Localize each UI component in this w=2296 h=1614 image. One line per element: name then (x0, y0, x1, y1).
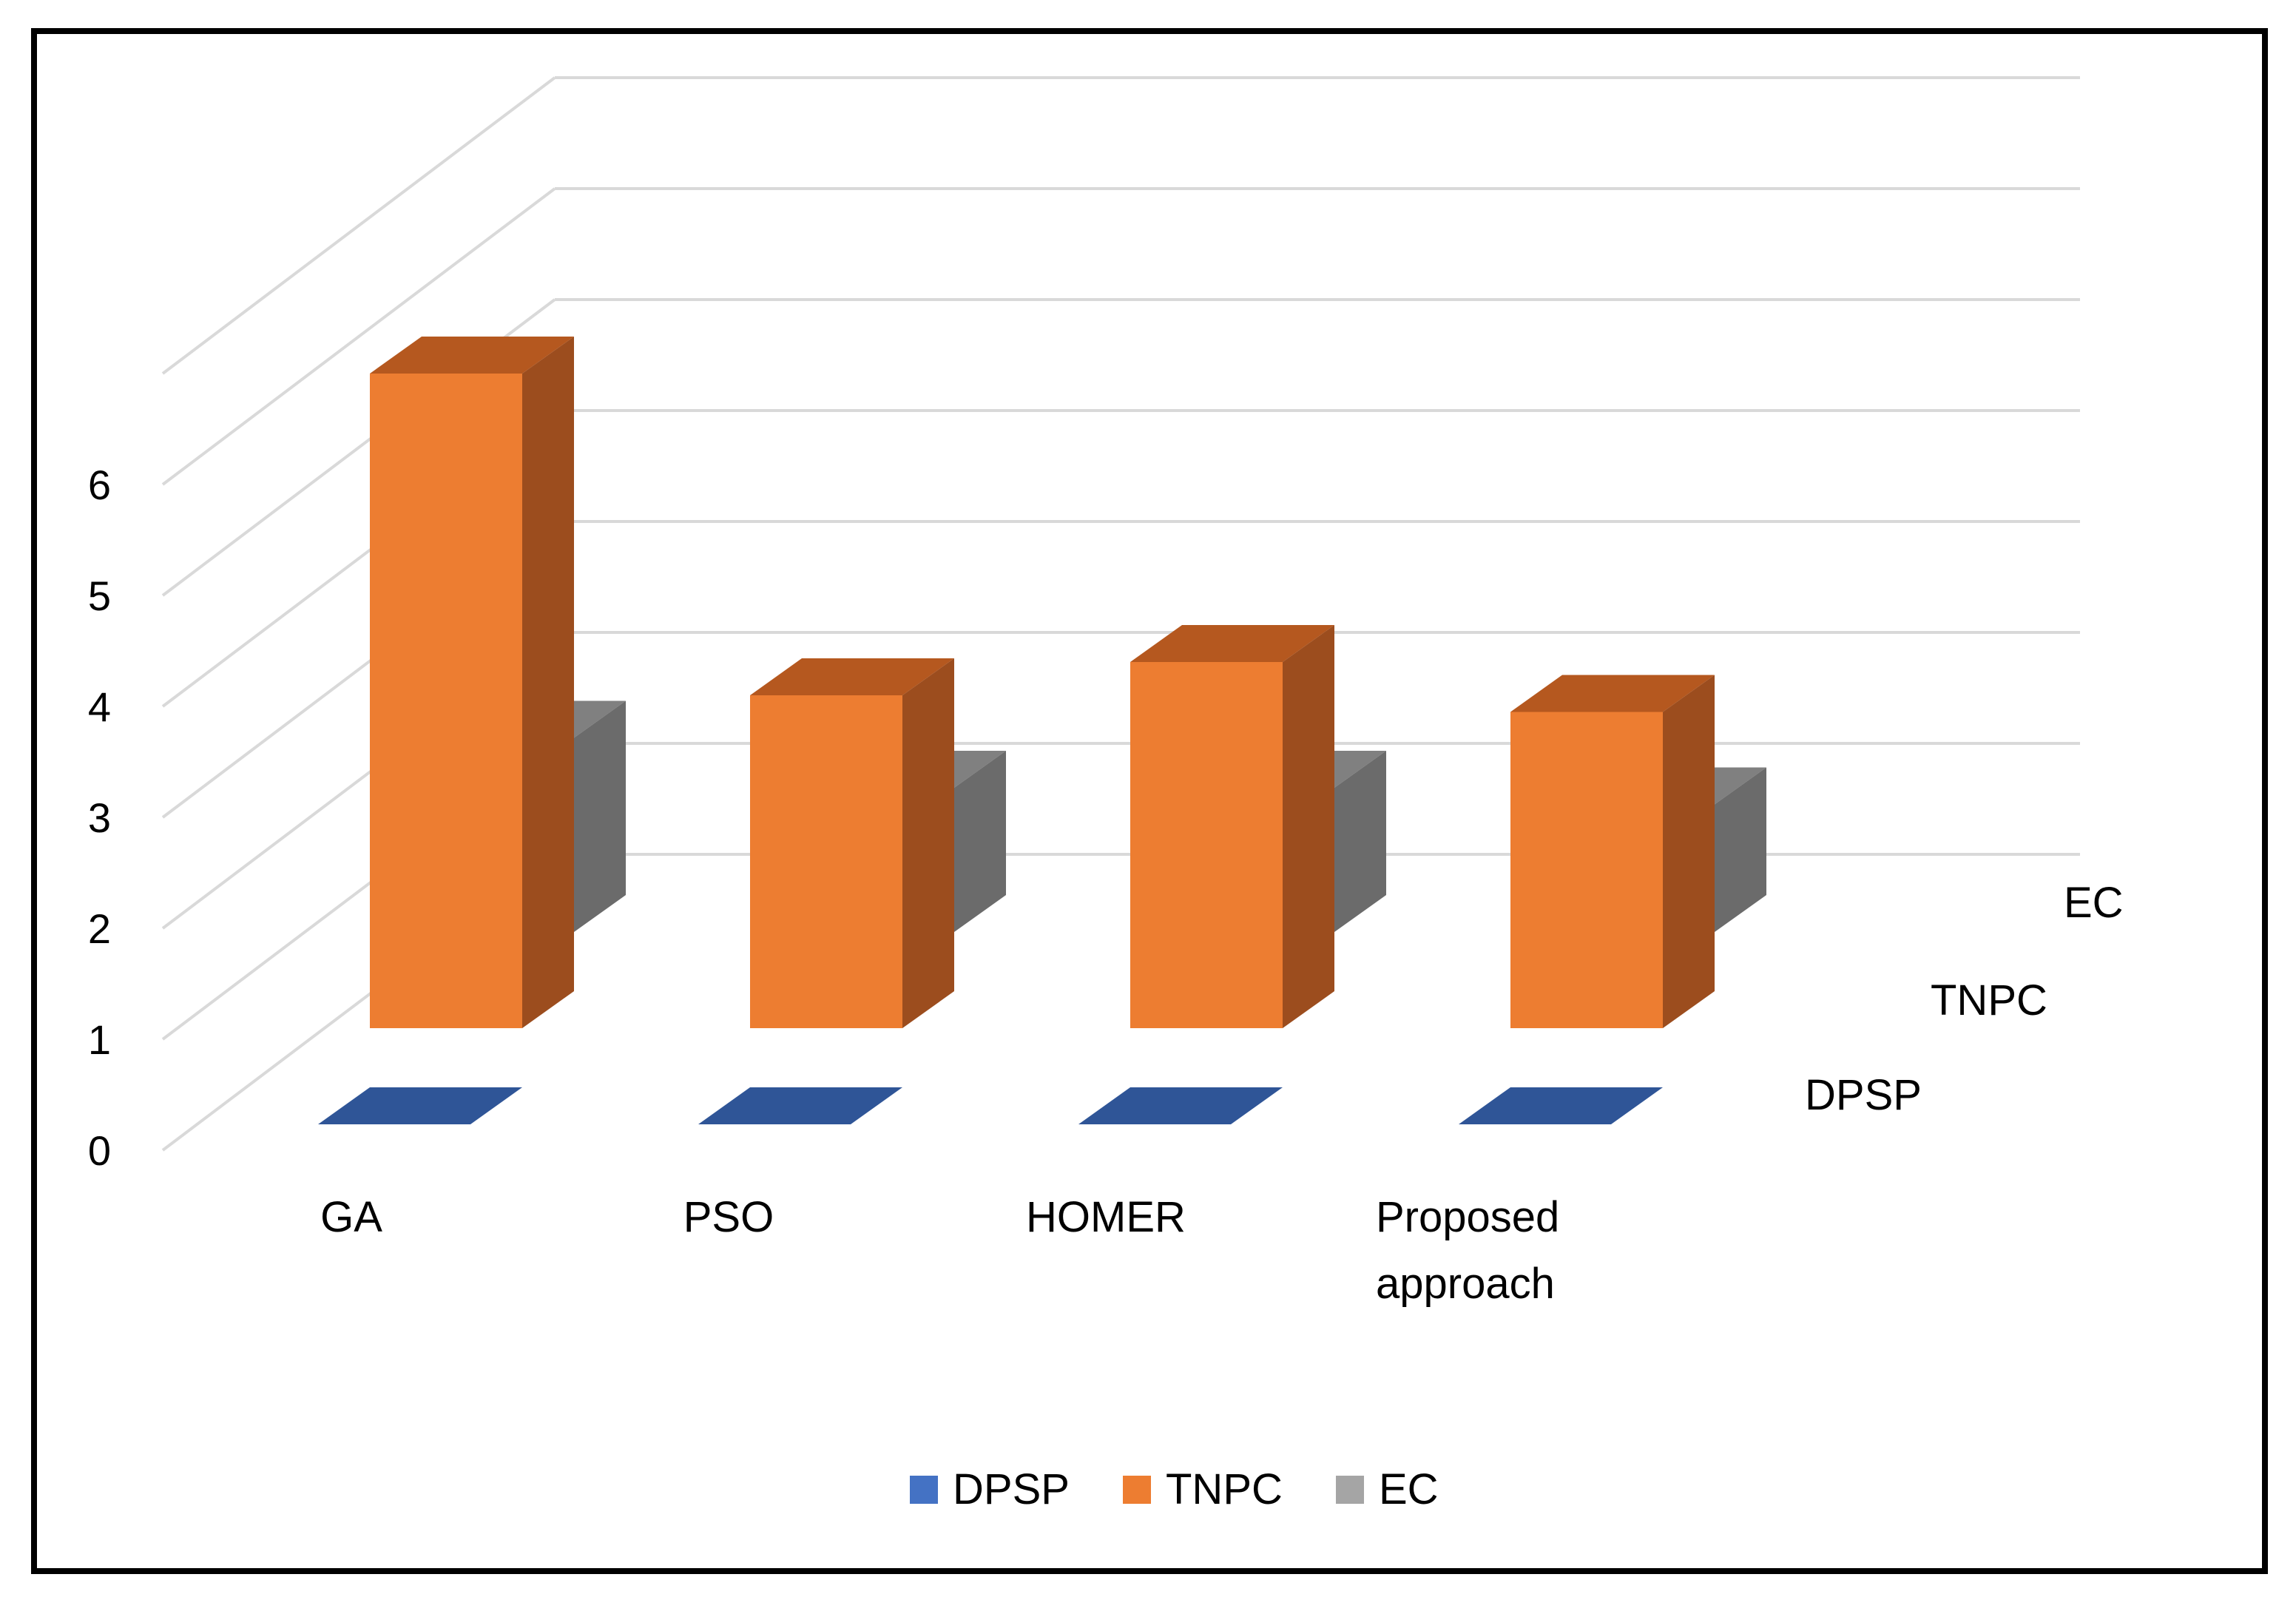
category-label: Proposed (1376, 1193, 1559, 1241)
bar-top (1078, 1087, 1283, 1124)
legend-label: TNPC (1166, 1465, 1283, 1513)
legend-swatch (910, 1476, 938, 1504)
bar-front (1510, 712, 1663, 1028)
bar-side (954, 751, 1006, 932)
bar-side (1334, 751, 1386, 932)
y-tick-label: 1 (88, 1016, 111, 1063)
bars (318, 337, 1766, 1124)
bar-top (370, 337, 574, 374)
y-tick-label: 6 (88, 462, 111, 508)
bar-side (1283, 625, 1334, 1028)
category-label: PSO (683, 1193, 774, 1241)
side-wall-gridline (161, 187, 556, 486)
bar-top (1130, 625, 1334, 662)
bar-tnpc (370, 337, 574, 1028)
y-tick-label: 4 (88, 683, 111, 730)
bar-side (522, 337, 574, 1028)
bar-dpsp (698, 1087, 902, 1124)
bar-dpsp (318, 1087, 522, 1124)
legend-label: DPSP (953, 1465, 1070, 1513)
bar-side (902, 658, 954, 1028)
y-tick-label: 2 (88, 905, 111, 952)
y-tick-label: 0 (88, 1127, 111, 1174)
bar-side (574, 700, 626, 932)
bar-top (698, 1087, 902, 1124)
bar-tnpc (1510, 675, 1715, 1028)
bar-dpsp (1459, 1087, 1663, 1124)
bar-front (370, 374, 522, 1028)
bar-top (1459, 1087, 1663, 1124)
depth-label: EC (2064, 879, 2124, 927)
category-label: GA (320, 1193, 382, 1241)
bar-top (750, 658, 954, 695)
bar-side (1663, 675, 1715, 1028)
depth-label: DPSP (1805, 1071, 1922, 1119)
category-label: approach (1376, 1260, 1555, 1308)
y-axis-ticks: 0 1 2 3 4 5 6 (88, 462, 111, 1174)
depth-label: TNPC (1931, 976, 2047, 1024)
y-tick-label: 5 (88, 573, 111, 619)
category-labels: GA PSO HOMER Proposed approach (320, 1193, 1559, 1308)
bar-front (1130, 662, 1283, 1028)
bar-top (318, 1087, 522, 1124)
legend: DPSP TNPC EC (910, 1465, 1439, 1513)
bar-tnpc (1130, 625, 1334, 1028)
bar-side (1715, 767, 1766, 932)
legend-label: EC (1379, 1465, 1439, 1513)
bar-tnpc (750, 658, 954, 1028)
y-tick-label: 3 (88, 794, 111, 841)
bar-top (1510, 675, 1715, 712)
category-label: HOMER (1026, 1193, 1186, 1241)
legend-swatch (1123, 1476, 1151, 1504)
side-wall-gridline (161, 76, 556, 375)
legend-swatch (1336, 1476, 1364, 1504)
bar-front (750, 695, 902, 1028)
bar-dpsp (1078, 1087, 1283, 1124)
